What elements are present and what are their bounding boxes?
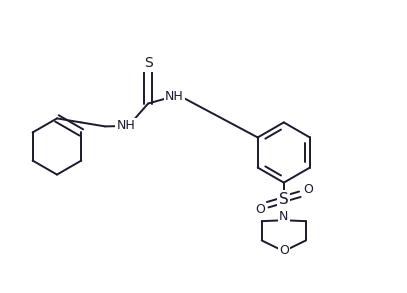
Text: O: O [279,243,289,257]
Text: NH: NH [117,119,136,132]
Text: NH: NH [165,90,184,103]
Text: N: N [279,210,289,223]
Text: O: O [303,183,313,196]
Text: S: S [144,56,153,70]
Text: O: O [255,203,265,216]
Text: S: S [279,192,289,207]
